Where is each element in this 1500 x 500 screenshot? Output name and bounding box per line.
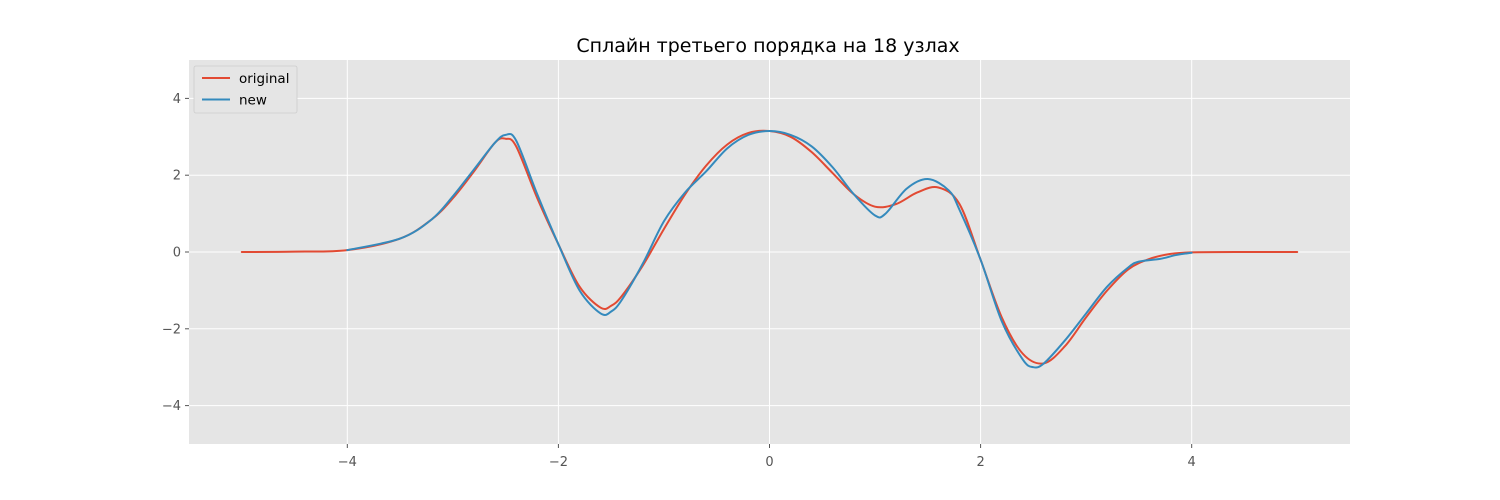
y-tick-label: −2: [162, 322, 181, 337]
y-axis: −4 −2 0 2 4: [162, 92, 189, 414]
chart-title: Сплайн третьего порядка на 18 узлах: [576, 35, 959, 57]
grid: [189, 60, 1350, 444]
x-tick-label: 2: [976, 455, 984, 470]
x-tick-label: 4: [1188, 455, 1196, 470]
series-line-new: [346, 130, 1193, 369]
x-tick-label: −4: [338, 455, 357, 470]
legend-label-new: new: [239, 93, 267, 109]
x-tick-label: −2: [549, 455, 568, 470]
y-tick-label: −4: [162, 399, 181, 414]
y-tick-label: 4: [173, 92, 181, 107]
y-tick-label: 0: [173, 246, 181, 261]
legend: original new: [193, 65, 298, 114]
x-axis: −4 −2 0 2 4: [338, 444, 1196, 470]
y-tick-label: 2: [173, 169, 181, 184]
legend-label-original: original: [239, 71, 289, 87]
x-tick-label: 0: [765, 455, 773, 470]
series-lines: [240, 129, 1299, 369]
